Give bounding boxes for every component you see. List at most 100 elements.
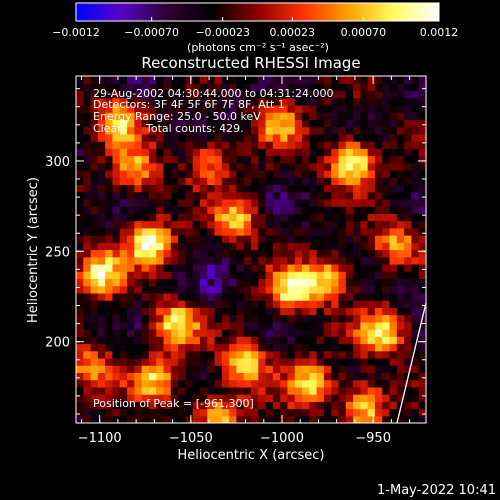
heatmap-cell bbox=[323, 256, 332, 265]
heatmap-cell bbox=[294, 162, 303, 171]
heatmap-cell bbox=[134, 133, 143, 142]
heatmap-cell bbox=[367, 263, 376, 272]
heatmap-cell bbox=[331, 213, 340, 222]
heatmap-cell bbox=[374, 307, 383, 316]
heatmap-cell bbox=[229, 220, 238, 229]
heatmap-cell bbox=[221, 263, 230, 272]
heatmap-cell bbox=[338, 177, 347, 186]
heatmap-cell bbox=[221, 104, 230, 113]
heatmap-cell bbox=[148, 372, 157, 381]
heatmap-cell bbox=[272, 263, 281, 272]
heatmap-cell bbox=[105, 155, 114, 164]
heatmap-cell bbox=[272, 104, 281, 113]
heatmap-cell bbox=[360, 213, 369, 222]
heatmap-cell bbox=[345, 242, 354, 251]
heatmap-cell bbox=[251, 357, 259, 366]
heatmap-cell bbox=[178, 278, 186, 287]
heatmap-cell bbox=[134, 104, 143, 113]
heatmap-cell bbox=[112, 119, 121, 128]
heatmap-cell bbox=[236, 321, 245, 330]
heatmap-cell bbox=[258, 285, 267, 294]
colorbar-tick-label: −0.0012 bbox=[52, 26, 100, 39]
heatmap-cell bbox=[141, 148, 150, 157]
heatmap-cell bbox=[178, 336, 186, 345]
heatmap-cell bbox=[112, 343, 121, 352]
heatmap-cell bbox=[90, 141, 99, 149]
heatmap-cell bbox=[294, 83, 303, 92]
heatmap-cell bbox=[404, 379, 413, 388]
heatmap-cell bbox=[134, 169, 143, 178]
heatmap-cell bbox=[83, 104, 92, 113]
heatmap-cell bbox=[83, 184, 92, 193]
heatmap-cell bbox=[236, 227, 245, 236]
heatmap-cell bbox=[243, 321, 252, 330]
heatmap-cell bbox=[76, 191, 84, 200]
heatmap-cell bbox=[294, 97, 303, 106]
heatmap-cell bbox=[97, 415, 106, 423]
heatmap-cell bbox=[251, 415, 259, 423]
heatmap-cell bbox=[389, 285, 398, 294]
heatmap-cell bbox=[192, 235, 201, 243]
heatmap-cell bbox=[323, 198, 332, 207]
heatmap-cell bbox=[251, 235, 259, 243]
heatmap-cell bbox=[331, 177, 340, 186]
heatmap-cell bbox=[105, 227, 114, 236]
heatmap-cell bbox=[287, 191, 296, 200]
heatmap-cell bbox=[374, 350, 383, 359]
heatmap-cell bbox=[163, 206, 172, 214]
heatmap-cell bbox=[316, 242, 325, 251]
heatmap-cell bbox=[411, 220, 420, 229]
heatmap-cell bbox=[404, 307, 413, 316]
heatmap-cell bbox=[331, 126, 340, 135]
heatmap-cell bbox=[243, 307, 252, 316]
heatmap-cell bbox=[199, 386, 208, 395]
heatmap-cell bbox=[148, 126, 157, 135]
heatmap-cell bbox=[83, 198, 92, 207]
y-tick-label: 300 bbox=[45, 155, 70, 170]
heatmap-cell bbox=[411, 249, 420, 258]
heatmap-cell bbox=[338, 256, 347, 265]
heatmap-cell bbox=[374, 408, 383, 417]
heatmap-cell bbox=[97, 76, 106, 84]
heatmap-cell bbox=[265, 235, 274, 243]
heatmap-cell bbox=[141, 119, 150, 128]
heatmap-cell bbox=[141, 314, 150, 323]
heatmap-cell bbox=[148, 307, 157, 316]
heatmap-cell bbox=[396, 336, 405, 345]
heatmap-cell bbox=[331, 271, 340, 280]
heatmap-cell bbox=[251, 133, 259, 142]
plot-frame bbox=[75, 75, 427, 424]
heatmap-cell bbox=[389, 307, 398, 316]
heatmap-cell bbox=[418, 220, 426, 229]
heatmap-cell bbox=[272, 141, 281, 149]
heatmap-cell bbox=[134, 90, 143, 99]
heatmap-cell bbox=[76, 300, 84, 308]
heatmap-cell bbox=[396, 249, 405, 258]
heatmap-cell bbox=[258, 133, 267, 142]
heatmap-cell bbox=[411, 83, 420, 92]
heatmap-cell bbox=[229, 256, 238, 265]
heatmap-cell bbox=[199, 112, 208, 120]
heatmap-cell bbox=[411, 76, 420, 84]
heatmap-cell bbox=[141, 249, 150, 258]
heatmap-cell bbox=[214, 386, 223, 395]
heatmap-cell bbox=[338, 141, 347, 149]
heatmap-cell bbox=[236, 278, 245, 287]
heatmap-cell bbox=[141, 321, 150, 330]
heatmap-cell bbox=[127, 162, 135, 171]
heatmap-cell bbox=[302, 336, 310, 345]
x-tick-label: −1100 bbox=[78, 431, 122, 446]
heatmap-cell bbox=[178, 372, 186, 381]
heatmap-cell bbox=[97, 83, 106, 92]
heatmap-cell bbox=[83, 256, 92, 265]
heatmap-cell bbox=[178, 350, 186, 359]
heatmap-cell bbox=[170, 394, 179, 402]
heatmap-cell bbox=[345, 365, 354, 373]
heatmap-cell bbox=[418, 372, 426, 381]
heatmap-cell bbox=[207, 119, 216, 128]
heatmap-cell bbox=[309, 350, 318, 359]
heatmap-cell bbox=[163, 263, 172, 272]
heatmap-cell bbox=[404, 155, 413, 164]
heatmap-cell bbox=[418, 155, 426, 164]
heatmap-cell bbox=[229, 235, 238, 243]
